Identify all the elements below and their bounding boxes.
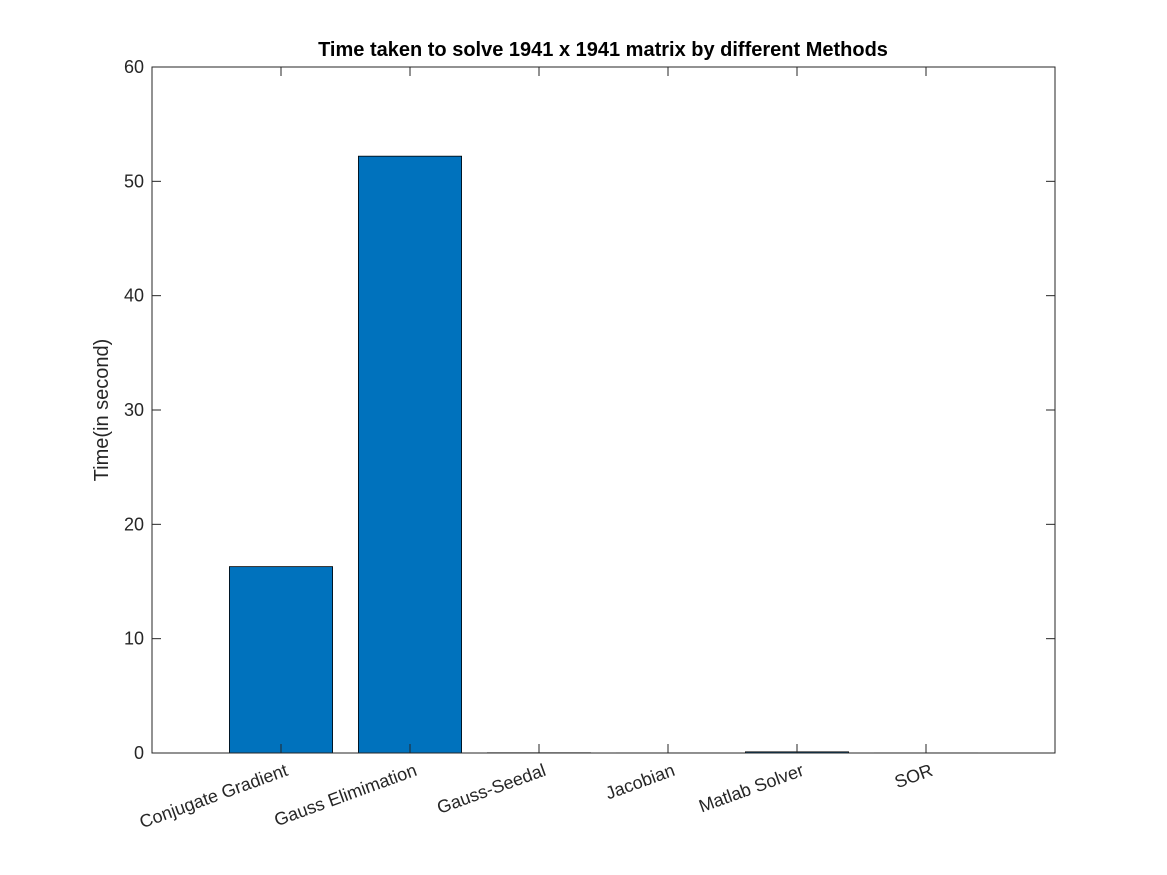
y-tick-label: 60 — [124, 57, 144, 77]
y-tick-label: 30 — [124, 400, 144, 420]
y-tick-label: 0 — [134, 743, 144, 763]
chart-title: Time taken to solve 1941 x 1941 matrix b… — [318, 39, 888, 61]
plot-frame — [151, 66, 1056, 754]
y-tick-label: 10 — [124, 629, 144, 649]
bars-layer — [228, 155, 979, 754]
y-axis-label: Time(in second) — [91, 339, 113, 482]
bar-gauss-elimimation — [357, 155, 462, 754]
bar-conjugate-gradient — [228, 566, 333, 754]
y-tick-label: 20 — [124, 514, 144, 534]
y-tick-label: 40 — [124, 286, 144, 306]
y-tick-label: 50 — [124, 171, 144, 191]
